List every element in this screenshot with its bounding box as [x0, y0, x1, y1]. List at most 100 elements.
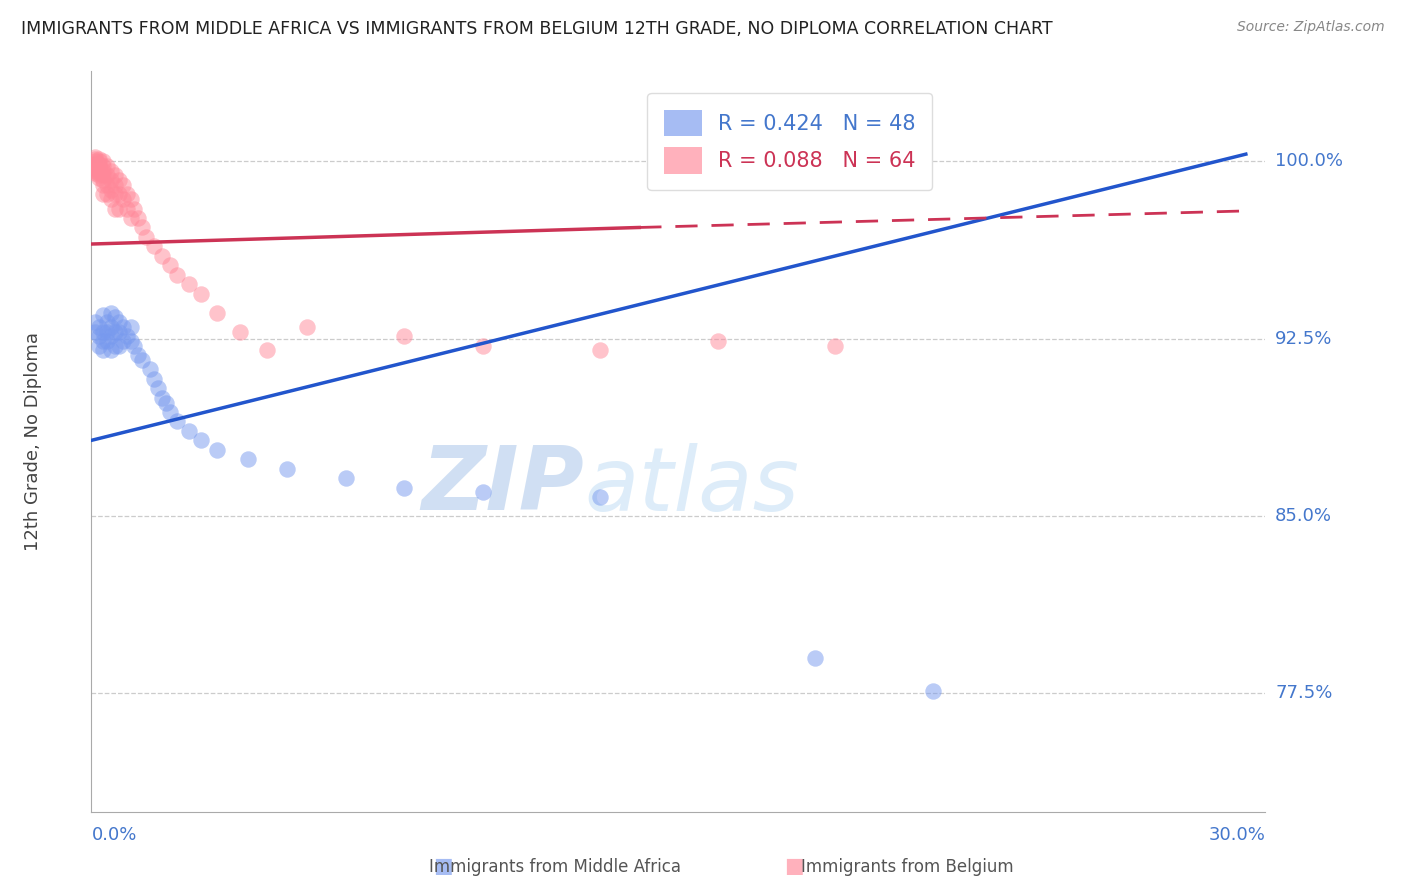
- Point: [139, 362, 162, 376]
- Point: [91, 178, 114, 192]
- Point: [100, 192, 122, 206]
- Text: atlas: atlas: [585, 443, 800, 529]
- Point: [295, 319, 318, 334]
- Point: [84, 163, 107, 178]
- Point: [107, 315, 129, 329]
- Point: [89, 154, 111, 169]
- Text: 0.0%: 0.0%: [91, 826, 136, 844]
- Point: [120, 334, 142, 348]
- Text: ■: ■: [785, 856, 804, 876]
- Point: [256, 343, 278, 358]
- Point: [205, 442, 228, 457]
- Point: [91, 163, 114, 178]
- Point: [84, 159, 107, 173]
- Point: [84, 154, 107, 169]
- Legend: R = 0.424   N = 48, R = 0.088   N = 64: R = 0.424 N = 48, R = 0.088 N = 64: [647, 93, 932, 190]
- Text: Source: ZipAtlas.com: Source: ZipAtlas.com: [1237, 20, 1385, 34]
- Point: [179, 277, 201, 292]
- Point: [100, 319, 122, 334]
- Point: [91, 343, 114, 358]
- Point: [111, 178, 134, 192]
- Point: [96, 159, 118, 173]
- Text: 12th Grade, No Diploma: 12th Grade, No Diploma: [24, 332, 42, 551]
- Point: [921, 684, 943, 698]
- Point: [107, 325, 129, 339]
- Point: [104, 339, 127, 353]
- Point: [84, 315, 107, 329]
- Point: [89, 156, 111, 170]
- Point: [96, 315, 118, 329]
- Point: [84, 156, 107, 170]
- Point: [127, 211, 149, 225]
- Point: [135, 230, 157, 244]
- Point: [104, 310, 127, 325]
- Point: [89, 161, 111, 176]
- Point: [96, 325, 118, 339]
- Point: [190, 286, 212, 301]
- Point: [471, 485, 494, 500]
- Point: [143, 372, 166, 386]
- Point: [96, 334, 118, 348]
- Text: IMMIGRANTS FROM MIDDLE AFRICA VS IMMIGRANTS FROM BELGIUM 12TH GRADE, NO DIPLOMA : IMMIGRANTS FROM MIDDLE AFRICA VS IMMIGRA…: [21, 20, 1053, 37]
- Point: [100, 343, 122, 358]
- Point: [84, 161, 107, 176]
- Point: [91, 325, 114, 339]
- Point: [100, 329, 122, 343]
- Point: [96, 187, 118, 202]
- Point: [236, 452, 259, 467]
- Text: 92.5%: 92.5%: [1275, 330, 1333, 348]
- Point: [107, 202, 129, 216]
- Point: [335, 471, 357, 485]
- Point: [124, 202, 146, 216]
- Point: [111, 319, 134, 334]
- Point: [89, 166, 111, 180]
- Text: ZIP: ZIP: [422, 442, 585, 530]
- Point: [150, 391, 173, 405]
- Point: [89, 152, 111, 166]
- Point: [131, 353, 153, 368]
- Point: [131, 220, 153, 235]
- Point: [111, 192, 134, 206]
- Point: [150, 249, 173, 263]
- Point: [104, 202, 127, 216]
- Point: [115, 329, 138, 343]
- Point: [229, 325, 252, 339]
- Point: [107, 173, 129, 187]
- Point: [155, 395, 177, 409]
- Point: [120, 319, 142, 334]
- Point: [89, 159, 111, 173]
- Point: [89, 169, 111, 183]
- Point: [127, 348, 149, 362]
- Text: 77.5%: 77.5%: [1275, 684, 1333, 703]
- Point: [471, 339, 494, 353]
- Point: [104, 169, 127, 183]
- Point: [91, 334, 114, 348]
- Point: [107, 187, 129, 202]
- Point: [89, 170, 111, 185]
- Point: [276, 461, 298, 475]
- Point: [100, 183, 122, 197]
- Text: 100.0%: 100.0%: [1275, 153, 1343, 170]
- Point: [146, 381, 169, 395]
- Point: [89, 319, 111, 334]
- Point: [91, 169, 114, 183]
- Point: [89, 339, 111, 353]
- Point: [84, 325, 107, 339]
- Point: [804, 651, 827, 665]
- Point: [84, 152, 107, 166]
- Point: [104, 187, 127, 202]
- Point: [96, 169, 118, 183]
- Point: [91, 187, 114, 202]
- Point: [159, 258, 181, 272]
- Point: [111, 334, 134, 348]
- Text: Immigrants from Belgium: Immigrants from Belgium: [800, 858, 1014, 876]
- Point: [589, 343, 612, 358]
- Text: Immigrants from Middle Africa: Immigrants from Middle Africa: [429, 858, 682, 876]
- Point: [115, 202, 138, 216]
- Point: [166, 414, 188, 428]
- Point: [104, 178, 127, 192]
- Point: [394, 329, 416, 343]
- Text: 85.0%: 85.0%: [1275, 507, 1331, 525]
- Point: [394, 481, 416, 495]
- Point: [84, 166, 107, 180]
